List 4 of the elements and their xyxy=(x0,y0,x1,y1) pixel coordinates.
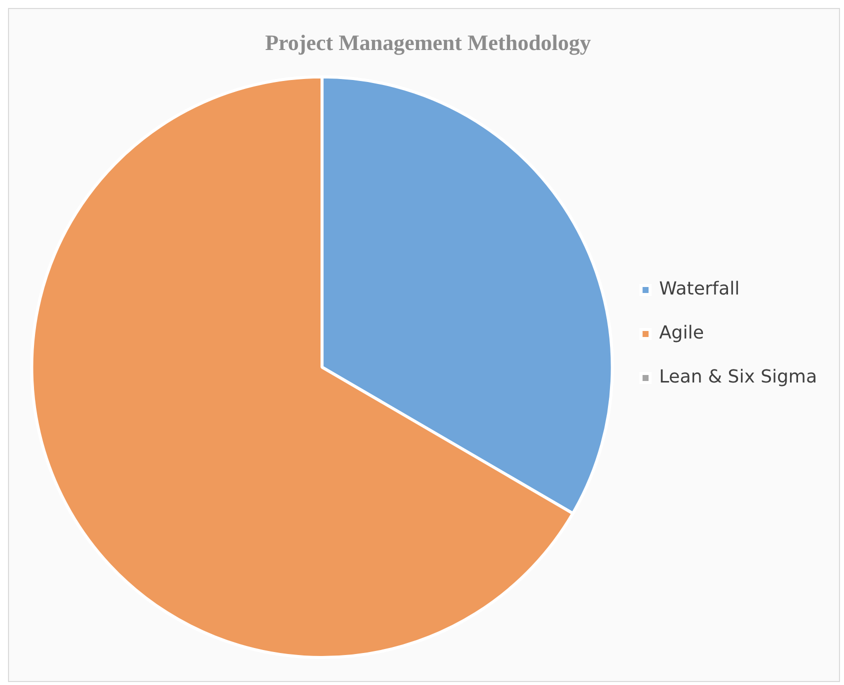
legend-label: Lean & Six Sigma xyxy=(659,366,817,388)
chart-title: Project Management Methodology xyxy=(265,30,591,55)
legend-label: Agile xyxy=(659,322,704,344)
legend-label: Waterfall xyxy=(659,278,740,300)
